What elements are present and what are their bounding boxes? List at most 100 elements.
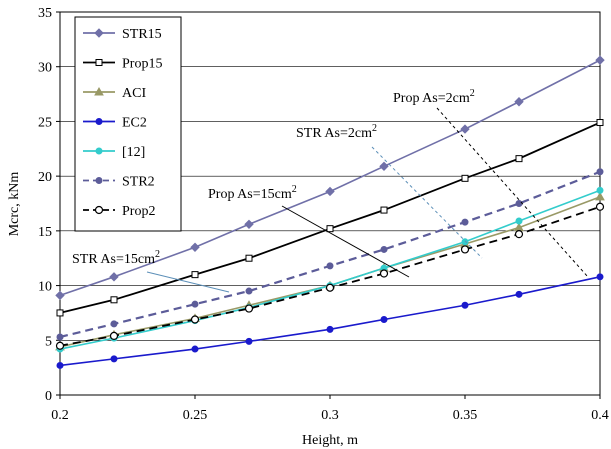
annotation-label: Prop As=2cm xyxy=(393,91,470,106)
data-point xyxy=(190,315,200,324)
data-point xyxy=(245,337,253,345)
data-point xyxy=(596,168,604,176)
legend-swatch-marker xyxy=(94,205,104,215)
legend-label: [12] xyxy=(122,145,145,160)
annotation-label: Prop As=15cm xyxy=(208,187,292,202)
legend-item: STR15 xyxy=(83,27,162,42)
data-point xyxy=(244,304,254,313)
data-point xyxy=(55,290,65,301)
data-point xyxy=(191,345,199,353)
data-point xyxy=(515,155,523,163)
y-tick-label: 5 xyxy=(45,334,52,349)
data-point xyxy=(190,242,200,252)
annotation-superscript: 2 xyxy=(470,88,475,99)
legend-label: STR15 xyxy=(122,27,162,42)
annotation-3: Prop As=2cm2 xyxy=(393,88,589,278)
data-point xyxy=(325,283,335,292)
data-point xyxy=(55,341,65,350)
x-axis-ticks: 0.2 0.25 0.3 0.35 0.4 xyxy=(51,395,609,423)
series-5 xyxy=(56,168,604,341)
legend-swatch-marker xyxy=(95,177,103,184)
data-point xyxy=(56,309,64,317)
y-axis-ticks: 0 5 10 15 20 25 30 35 xyxy=(38,6,60,404)
annotation-label: STR As=2cm xyxy=(296,126,372,141)
legend-item: Prop15 xyxy=(83,57,162,72)
data-point xyxy=(595,191,605,201)
annotation-label: STR As=15cm xyxy=(72,252,155,267)
y-tick-label: 0 xyxy=(45,389,52,404)
series-3 xyxy=(56,273,604,369)
legend-label: Prop15 xyxy=(122,57,162,72)
series-6 xyxy=(55,202,605,350)
annotation-text: Prop As=15cm2 xyxy=(208,184,297,202)
annotation-text: STR As=2cm2 xyxy=(296,123,377,141)
legend-item: EC2 xyxy=(83,116,147,131)
legend-swatch-marker xyxy=(94,86,104,96)
annotation-text: STR As=15cm2 xyxy=(72,249,160,267)
data-point xyxy=(56,361,64,369)
data-point xyxy=(514,97,524,107)
annotation-leader xyxy=(371,146,483,259)
legend-item: Prop2 xyxy=(83,204,155,219)
x-tick-label: 0.35 xyxy=(453,408,478,423)
x-tick-label: 0.2 xyxy=(51,408,69,423)
data-point xyxy=(191,271,199,279)
x-tick-label: 0.4 xyxy=(591,408,609,423)
data-point xyxy=(380,245,388,253)
annotation-superscript: 2 xyxy=(292,184,297,195)
series-1 xyxy=(56,119,604,317)
data-point xyxy=(379,161,389,172)
data-point xyxy=(110,320,118,328)
y-tick-label: 35 xyxy=(38,6,52,21)
data-point xyxy=(245,287,253,295)
x-tick-label: 0.25 xyxy=(183,408,208,423)
data-point xyxy=(515,200,523,207)
data-point xyxy=(245,254,253,262)
legend-swatch-marker xyxy=(95,59,103,66)
annotation-0: STR As=15cm2 xyxy=(72,249,230,293)
data-point xyxy=(109,331,119,341)
data-point xyxy=(460,245,470,254)
data-point xyxy=(596,273,604,281)
data-point xyxy=(325,186,335,197)
data-point xyxy=(326,325,334,333)
legend-label: EC2 xyxy=(122,116,147,131)
data-point xyxy=(109,272,119,282)
data-point xyxy=(380,315,388,323)
y-tick-label: 25 xyxy=(38,115,52,130)
data-point xyxy=(244,219,254,229)
legend: STR15 Prop15 ACI EC2 [12] STR2 Prop2 xyxy=(74,16,182,232)
legend-item: STR2 xyxy=(83,175,155,190)
legend-box xyxy=(74,16,182,232)
series-layer xyxy=(55,55,605,369)
data-point xyxy=(514,230,524,239)
legend-swatch-marker xyxy=(95,118,103,125)
annotation-1: Prop As=15cm2 xyxy=(208,184,410,278)
legend-label: ACI xyxy=(122,86,146,101)
annotation-text: Prop As=2cm2 xyxy=(393,88,475,106)
legend-swatch-marker xyxy=(94,28,104,38)
legend-item: ACI xyxy=(83,86,146,101)
data-point xyxy=(326,225,334,233)
annotation-superscript: 2 xyxy=(372,123,377,134)
legend-item: [12] xyxy=(83,145,145,160)
data-point xyxy=(596,119,604,127)
data-point xyxy=(110,355,118,363)
data-point xyxy=(596,186,604,194)
annotation-leader xyxy=(281,205,410,278)
data-point xyxy=(461,218,469,226)
y-tick-label: 20 xyxy=(38,170,52,185)
y-axis-label: Mcrc, kNm xyxy=(7,172,22,237)
data-point xyxy=(110,296,118,304)
series-0 xyxy=(55,55,605,301)
data-point xyxy=(595,55,605,65)
y-tick-label: 15 xyxy=(38,225,52,240)
data-point xyxy=(461,238,469,246)
data-point xyxy=(461,174,469,182)
data-point xyxy=(460,124,470,134)
data-point xyxy=(191,300,199,308)
legend-label: STR2 xyxy=(122,175,155,190)
data-point xyxy=(56,333,64,341)
